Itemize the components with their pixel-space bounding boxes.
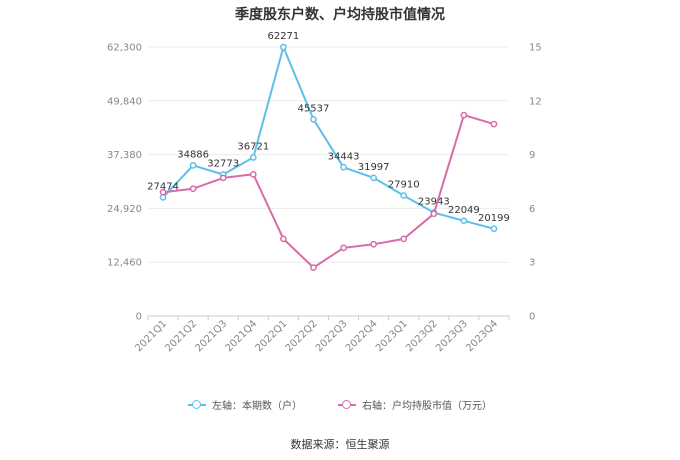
series-1-point	[249, 154, 257, 161]
x-tick-label: 2023Q2	[404, 318, 440, 354]
series-2-point	[370, 240, 377, 248]
legend-item-left[interactable]: 左轴：本期数（户）	[188, 397, 302, 412]
series-1-point	[370, 174, 377, 182]
data-label: 31997	[358, 162, 390, 173]
right-tick-label: 3	[529, 258, 535, 269]
left-tick-label: 49,840	[107, 96, 142, 107]
series-2-point	[159, 188, 167, 196]
series-1-point	[490, 225, 498, 233]
series-1-point	[400, 192, 408, 199]
left-tick-label: 24,920	[107, 204, 142, 215]
data-label: 36721	[237, 141, 269, 152]
right-tick-label: 6	[529, 204, 535, 215]
series-1-point	[189, 162, 197, 169]
left-tick-label: 62,300	[107, 43, 142, 54]
right-tick-label: 12	[529, 96, 542, 107]
series-2-point	[249, 170, 257, 178]
series-2-point	[340, 244, 347, 252]
x-tick-label: 2021Q1	[133, 318, 169, 354]
data-label: 62271	[267, 31, 299, 42]
data-label: 34886	[177, 149, 209, 160]
legend-item-right[interactable]: 右轴：户均持股市值（万元）	[338, 397, 492, 412]
series-1-point	[340, 163, 347, 171]
legend-label-left: 左轴：本期数（户）	[212, 401, 302, 412]
data-label: 27910	[388, 179, 420, 190]
series-2-point	[310, 264, 317, 271]
legend: 左轴：本期数（户） 右轴：户均持股市值（万元）	[0, 397, 680, 412]
legend-label-right: 右轴：户均持股市值（万元）	[362, 401, 492, 412]
x-tick-label: 2022Q4	[344, 318, 380, 354]
right-tick-label: 9	[529, 150, 535, 161]
left-tick-label: 37,380	[107, 150, 142, 161]
chart-plot: 0 0 12,460 3 24,920 6 37,380 9 49,840 12 62,300 15 2…	[107, 31, 542, 354]
x-tick-label: 2023Q3	[434, 318, 470, 354]
data-label: 20199	[478, 213, 510, 224]
legend-swatch-right	[338, 399, 356, 410]
x-tick-label: 2022Q1	[254, 318, 290, 354]
series-2-point	[400, 235, 408, 243]
right-tick-label: 0	[529, 312, 535, 323]
data-source: 数据来源：恒生聚源	[290, 438, 390, 451]
left-tick-label: 12,460	[107, 258, 142, 269]
x-tick-label: 2021Q2	[163, 318, 199, 354]
x-tick-label: 2022Q3	[314, 318, 350, 354]
series-2-point	[189, 185, 197, 193]
data-label: 32773	[207, 158, 239, 169]
series-line-2	[162, 114, 495, 269]
series-line-1	[162, 46, 495, 230]
series-2-point	[490, 120, 498, 128]
data-label: 34443	[328, 151, 360, 162]
series-1-point	[310, 116, 317, 123]
series-1-point	[460, 217, 468, 225]
x-tick-label: 2022Q2	[284, 318, 320, 354]
series-2-point	[219, 174, 227, 182]
data-label: 22049	[448, 205, 480, 216]
x-tick-label: 2023Q4	[464, 318, 500, 354]
left-tick-label: 0	[136, 312, 142, 323]
data-label: 27474	[147, 181, 179, 192]
legend-swatch-left	[188, 399, 206, 410]
x-tick-label: 2021Q3	[193, 318, 229, 354]
series-1-point	[280, 43, 287, 51]
data-label: 45537	[298, 103, 330, 114]
series-2-point	[460, 111, 468, 119]
chart-title: 季度股东户数、户均持股市值情况	[235, 7, 445, 23]
series-2-point	[280, 235, 287, 243]
x-tick-label: 2021Q4	[224, 318, 260, 354]
data-label: 23943	[418, 197, 450, 208]
right-tick-label: 15	[529, 43, 542, 54]
series-2-point	[430, 210, 438, 218]
x-tick-label: 2023Q1	[374, 318, 410, 354]
